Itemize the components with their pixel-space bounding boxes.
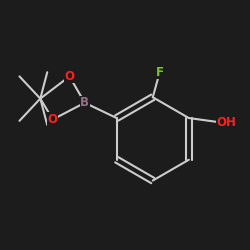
Text: O: O (64, 70, 74, 83)
Text: B: B (80, 96, 89, 109)
Text: OH: OH (216, 116, 236, 129)
Text: F: F (156, 66, 164, 79)
Text: O: O (48, 113, 58, 126)
